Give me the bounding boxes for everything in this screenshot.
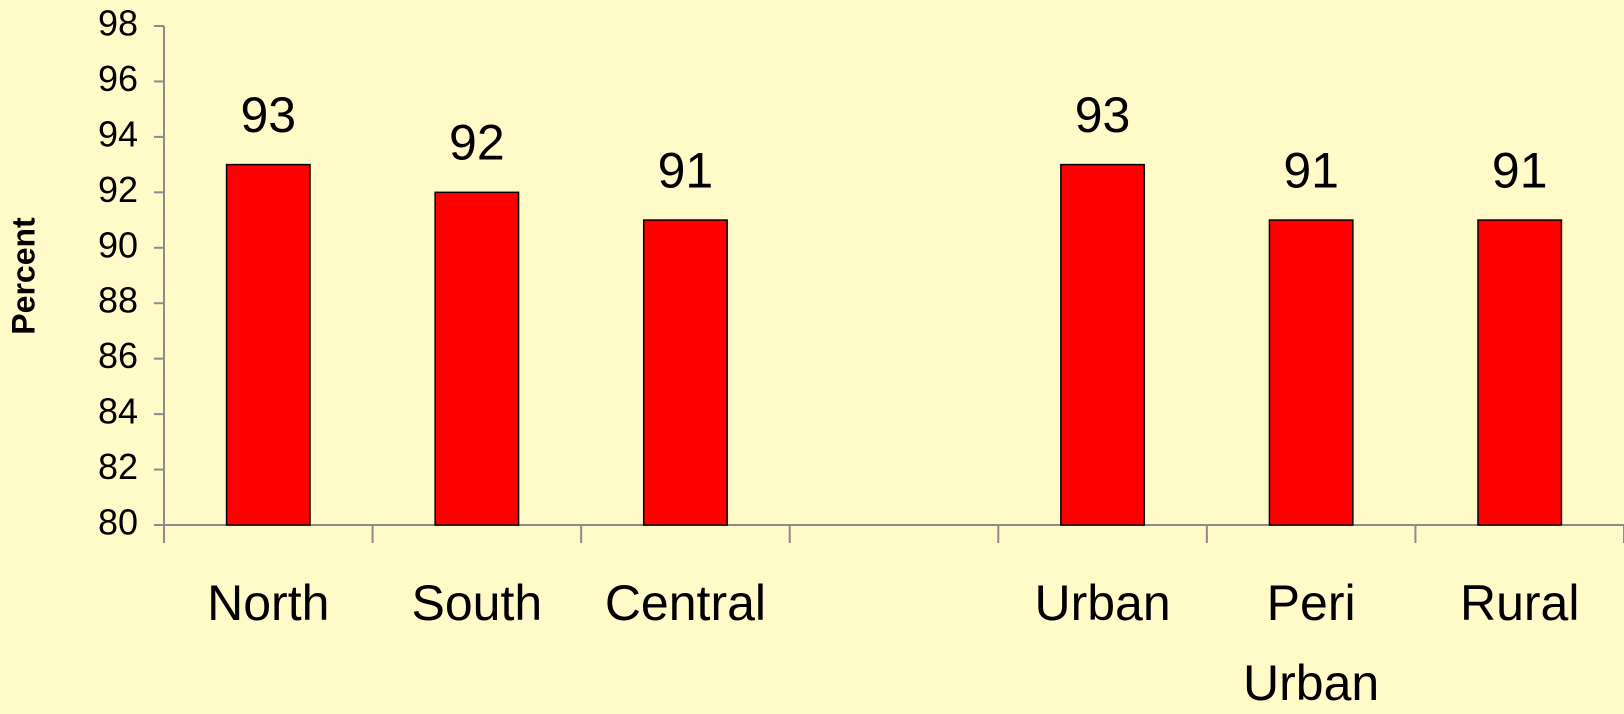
x-tick-label: Urban: [1034, 575, 1170, 631]
y-tick-label: 94: [98, 113, 138, 154]
y-tick-label: 88: [98, 280, 138, 321]
y-tick-label: 82: [98, 446, 138, 487]
x-tick-label: Peri Urban: [1243, 575, 1379, 711]
bar: [642, 219, 728, 526]
data-label: 93: [1075, 87, 1131, 143]
bar: [1477, 219, 1563, 526]
data-label: 91: [658, 142, 714, 198]
y-tick-label: 84: [98, 391, 138, 432]
x-tick-label: Central: [605, 575, 766, 631]
bar: [434, 191, 520, 526]
y-tick-label: 90: [98, 224, 138, 265]
y-tick-label: 96: [98, 58, 138, 99]
data-label: 93: [240, 87, 296, 143]
data-label: 91: [1283, 142, 1339, 198]
bar: [1268, 219, 1354, 526]
x-tick-label: South: [412, 575, 543, 631]
data-label: 92: [449, 115, 505, 171]
y-tick-label: 92: [98, 169, 138, 210]
x-tick-label: Rural: [1460, 575, 1579, 631]
x-tick-label: North: [207, 575, 329, 631]
bar: [1060, 163, 1146, 526]
y-tick-label: 98: [98, 3, 138, 44]
y-tick-label: 86: [98, 335, 138, 376]
y-tick-label: 80: [98, 502, 138, 543]
data-label: 91: [1492, 142, 1548, 198]
y-axis-title: Percent: [5, 217, 41, 335]
bar: [225, 163, 311, 526]
